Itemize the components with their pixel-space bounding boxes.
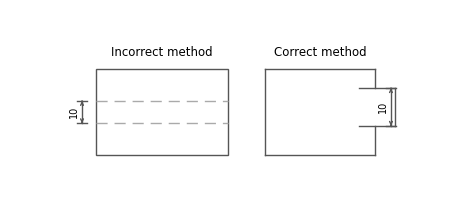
Bar	[96, 69, 228, 155]
Text: Incorrect method: Incorrect method	[111, 46, 213, 59]
Text: 10: 10	[69, 106, 79, 118]
Text: Correct method: Correct method	[274, 46, 366, 59]
Text: 10: 10	[378, 101, 388, 113]
